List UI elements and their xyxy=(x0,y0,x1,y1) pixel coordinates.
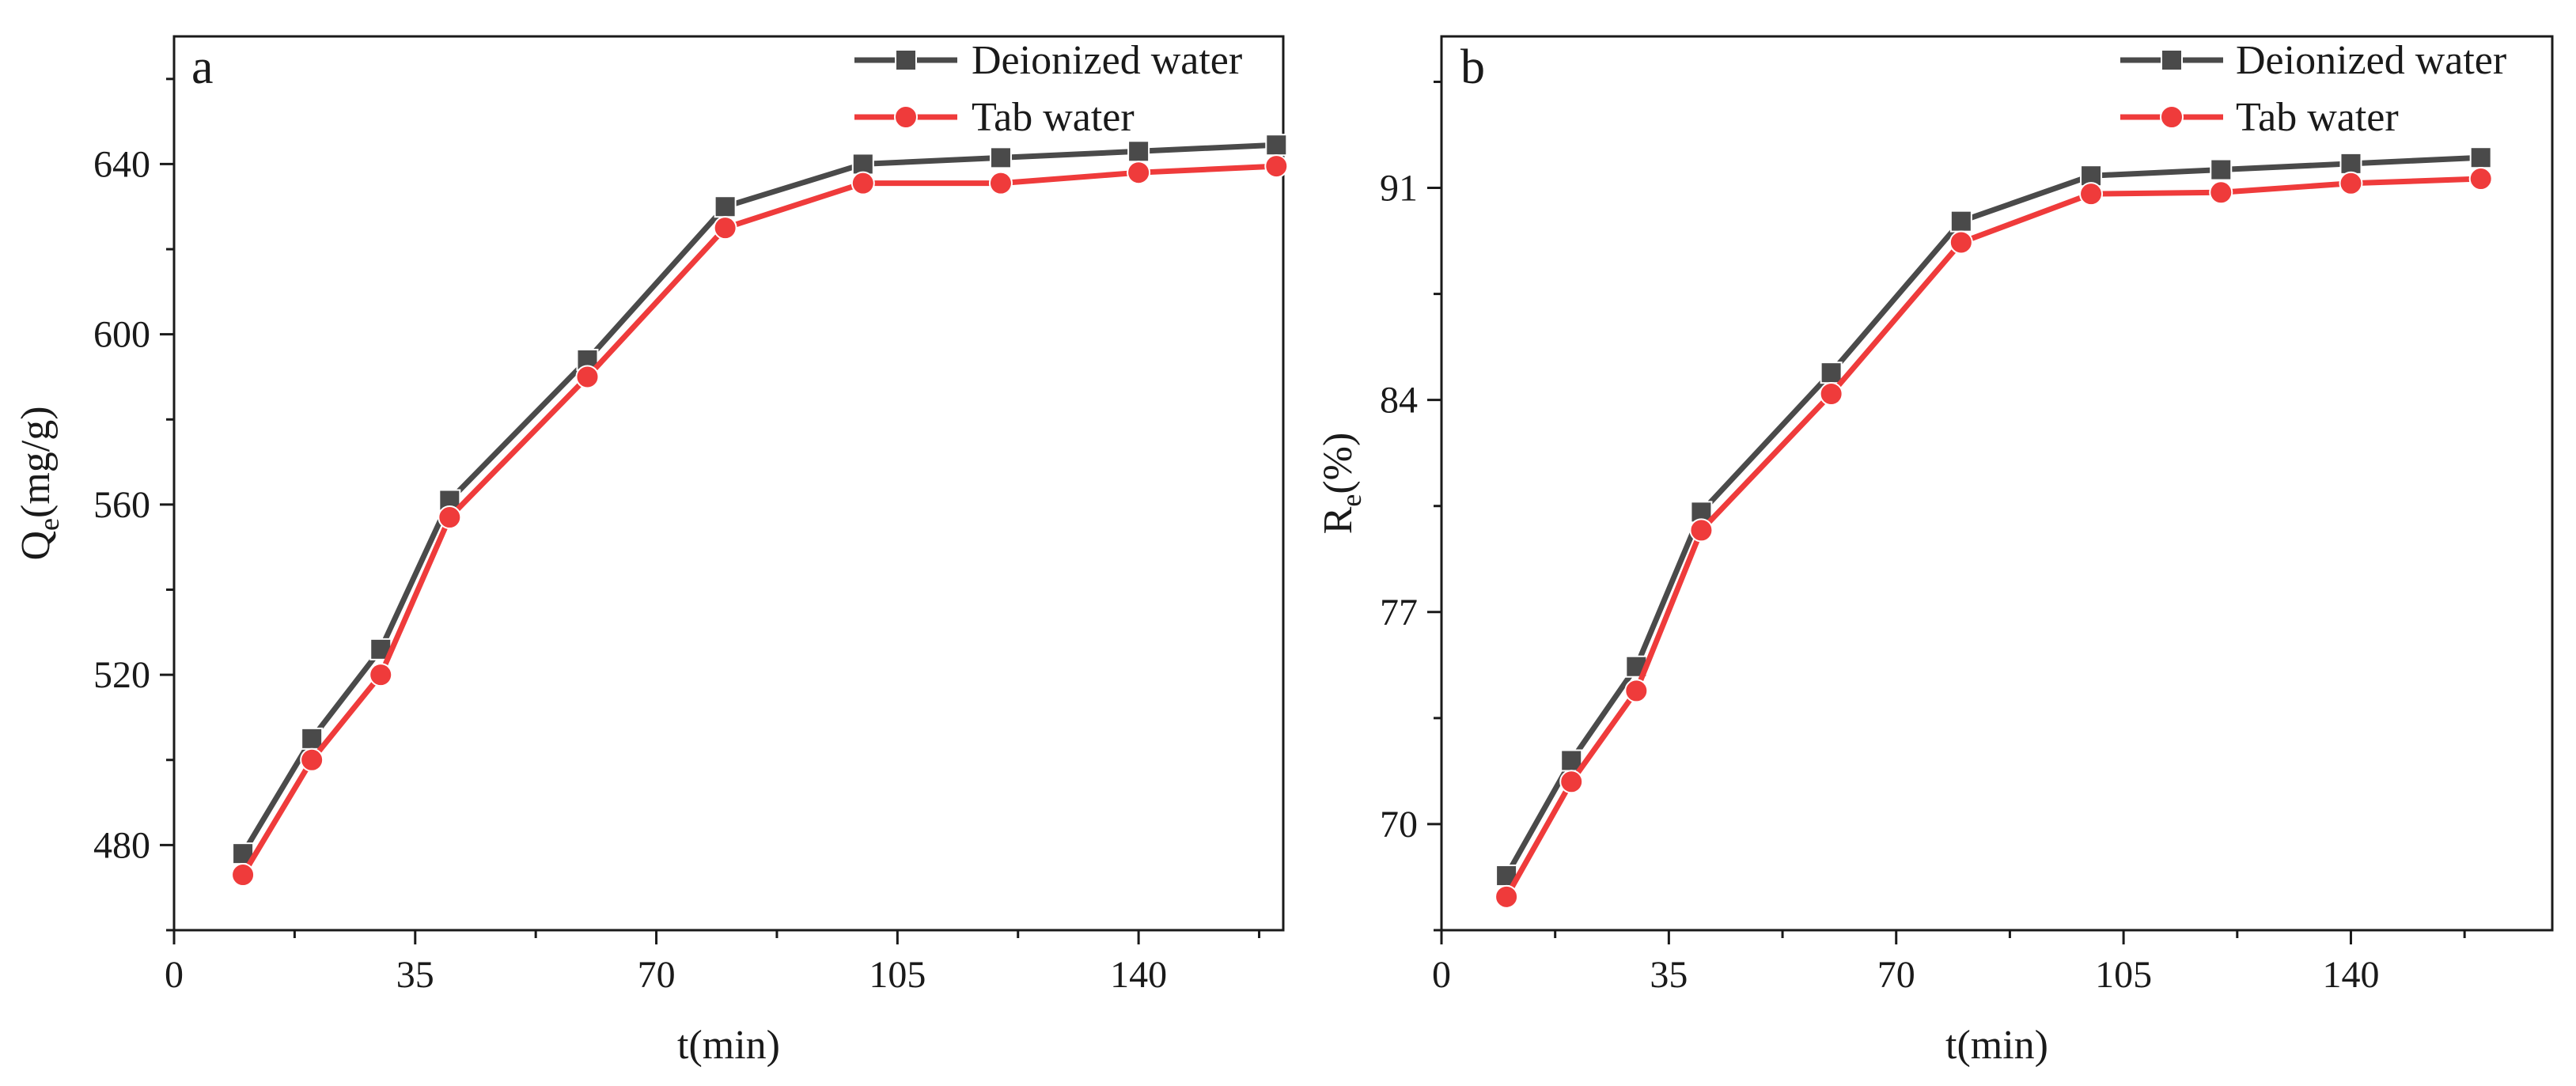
y-axis-title-subscript: e xyxy=(33,518,65,531)
x-tick-label: 35 xyxy=(1650,954,1688,996)
legend-label: Tab water xyxy=(2236,95,2399,140)
x-tick-label: 0 xyxy=(1432,954,1451,996)
x-axis-title: t(min) xyxy=(1945,1023,2048,1068)
data-point-square xyxy=(851,153,874,176)
data-point-circle xyxy=(1689,518,1714,543)
legend-marker-square xyxy=(2161,49,2183,71)
plot-frame xyxy=(1440,35,2554,932)
data-point-circle xyxy=(1559,770,1584,794)
x-tick-label: 70 xyxy=(638,954,676,996)
legend-marker-circle xyxy=(894,105,918,129)
y-tick-label: 77 xyxy=(1380,592,1418,634)
data-point-circle xyxy=(2339,171,2363,195)
data-point-square xyxy=(2469,146,2492,169)
y-axis-title-symbol: Q xyxy=(13,531,59,561)
y-tick-label: 520 xyxy=(93,654,150,696)
y-axis-title: Re(%) xyxy=(1316,433,1367,535)
data-point-square xyxy=(1495,865,1518,887)
y-tick-label: 640 xyxy=(93,143,150,185)
y-axis-title-symbol: R xyxy=(1316,506,1361,534)
legend-marker-square xyxy=(895,49,917,71)
data-point-circle xyxy=(231,863,256,887)
x-tick-label: 35 xyxy=(396,954,434,996)
y-tick-label: 84 xyxy=(1380,380,1418,422)
data-point-square xyxy=(714,195,737,218)
data-point-circle xyxy=(369,663,393,687)
legend-label: Deionized water xyxy=(972,38,1242,83)
x-tick-label: 105 xyxy=(2095,954,2152,996)
legend-label: Tab water xyxy=(972,95,1135,140)
panel-letter: a xyxy=(191,40,214,94)
y-tick-label: 600 xyxy=(93,314,150,356)
chart-panel-a: 0 35 70 105 140 480 520 560 600 640 t(min) Qe(mg/g)… xyxy=(13,35,1289,1068)
y-tick-label: 70 xyxy=(1380,804,1418,846)
y-axis-title-subscript: e xyxy=(1335,494,1367,507)
data-point-square xyxy=(989,146,1012,169)
series-line-deionized-water xyxy=(241,142,1277,855)
chart-panel-b: 0 35 70 105 140 70 77 84 91 t(min) Re(%) b Deionized… xyxy=(1316,35,2554,1068)
x-tick-label: 140 xyxy=(1110,954,1167,996)
data-point-circle xyxy=(2209,180,2233,205)
data-point-circle xyxy=(2079,182,2104,206)
x-tick-label: 70 xyxy=(1877,954,1915,996)
x-tick-label: 140 xyxy=(2322,954,2379,996)
data-point-circle xyxy=(1624,679,1649,703)
data-point-square xyxy=(2339,152,2362,175)
y-tick-label: 560 xyxy=(93,484,150,526)
data-point-circle xyxy=(713,216,737,240)
y-tick-label: 480 xyxy=(93,824,150,866)
data-point-square xyxy=(1265,134,1288,157)
data-point-circle xyxy=(2468,167,2493,191)
y-axis-title: Qe(mg/g) xyxy=(13,406,65,560)
data-point-circle xyxy=(575,365,600,389)
legend-label: Deionized water xyxy=(2236,38,2506,83)
panel-letter: b xyxy=(1460,40,1485,94)
data-point-circle xyxy=(988,171,1013,195)
data-point-circle xyxy=(438,505,462,530)
data-point-circle xyxy=(300,747,324,772)
data-point-circle xyxy=(850,171,875,195)
data-point-square xyxy=(2210,158,2233,181)
data-point-square xyxy=(1625,655,1648,678)
data-point-square xyxy=(1949,210,1972,233)
x-axis-title: t(min) xyxy=(677,1023,780,1068)
data-point-circle xyxy=(1494,884,1519,909)
y-axis-title-unit: (%) xyxy=(1316,433,1361,494)
x-tick-label: 105 xyxy=(869,954,926,996)
data-point-circle xyxy=(1264,154,1289,179)
y-axis-title-unit: (mg/g) xyxy=(13,406,59,518)
legend-marker-circle xyxy=(2160,105,2184,129)
data-point-circle xyxy=(1127,161,1151,185)
data-point-circle xyxy=(1819,382,1843,406)
y-tick-label: 91 xyxy=(1380,168,1418,210)
data-point-square xyxy=(1820,361,1843,384)
series-line-tab-water xyxy=(241,163,1277,876)
data-point-square xyxy=(301,727,324,750)
data-point-circle xyxy=(1949,230,1973,255)
series-line-tab-water xyxy=(1504,176,2481,899)
series-line-deionized-water xyxy=(1504,154,2481,877)
plot-frame xyxy=(172,35,1285,932)
data-point-square xyxy=(1127,140,1150,163)
x-tick-label: 0 xyxy=(165,954,184,996)
